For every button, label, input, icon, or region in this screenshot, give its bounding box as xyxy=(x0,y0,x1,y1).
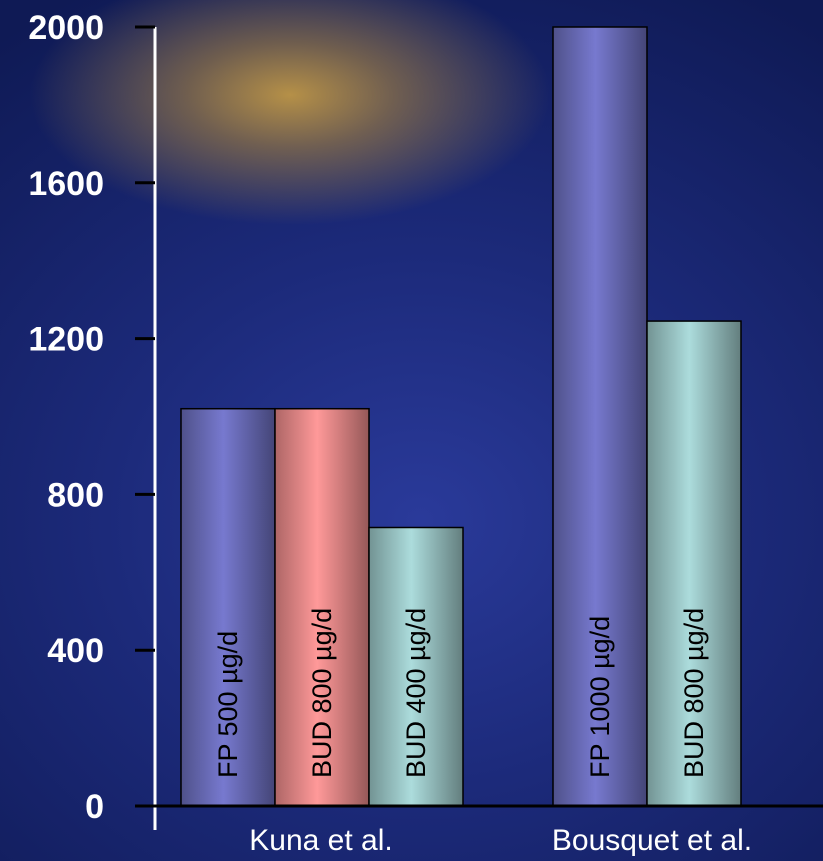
category-label: Kuna et al. xyxy=(249,824,392,857)
y-tick-label: 1600 xyxy=(28,165,104,203)
category-label: Bousquet et al. xyxy=(552,824,752,857)
bar-label: FP 1000 µg/d xyxy=(585,616,615,778)
y-tick-label: 1200 xyxy=(28,321,104,359)
y-tick-label: 800 xyxy=(47,476,104,514)
bars-layer: FP 500 µg/d BUD 800 µg/d BUD 400 µg/d FP 10… xyxy=(180,26,742,807)
bar xyxy=(368,526,464,807)
bar xyxy=(646,320,742,807)
axis-layer: Kuna et al. Bousquet et al. 0 400 800 1200 160… xyxy=(28,9,823,857)
y-tick-label: 0 xyxy=(85,788,104,826)
y-tick-label: 400 xyxy=(47,632,104,670)
bar-label: BUD 800 µg/d xyxy=(307,608,337,778)
bar-label: BUD 800 µg/d xyxy=(679,608,709,778)
bar xyxy=(274,407,370,807)
bar xyxy=(552,26,648,807)
bar-label: BUD 400 µg/d xyxy=(401,608,431,778)
bar xyxy=(180,407,276,807)
bar-label: FP 500 µg/d xyxy=(213,631,243,778)
y-tick-label: 2000 xyxy=(28,9,104,47)
